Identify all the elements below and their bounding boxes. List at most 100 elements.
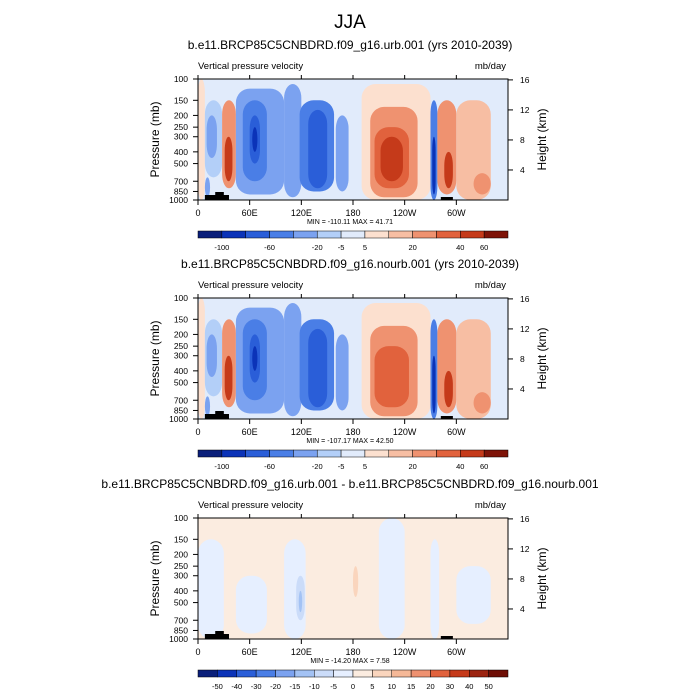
- y-axis-label: Pressure (mb): [148, 320, 162, 396]
- y-tick-label: 850: [174, 625, 188, 635]
- y-right-tick-label: 16: [520, 75, 530, 85]
- colorbar-label: 5: [363, 462, 367, 471]
- y-tick-label: 700: [174, 176, 188, 186]
- y-axis-label: Pressure (mb): [148, 540, 162, 616]
- colorbar-box: [352, 669, 373, 678]
- colorbar-box: [391, 669, 412, 678]
- colorbar-label: 60: [480, 243, 488, 252]
- colorbar-box: [269, 449, 294, 458]
- colorbar-box: [314, 669, 334, 678]
- y-tick-label: 700: [174, 395, 188, 405]
- y-axis-label-right: Height (km): [535, 547, 549, 609]
- colorbar-label: -100: [214, 243, 229, 252]
- colorbar-label: -10: [309, 682, 320, 691]
- field-contour-8: [378, 518, 405, 639]
- terrain-andes: [440, 197, 453, 200]
- y-right-tick-label: 16: [520, 514, 530, 524]
- colorbar-box: [364, 230, 390, 239]
- panel-2: b.e11.BRCP85C5CNBDRD.f09_g16.nourb.001 (…: [148, 257, 549, 471]
- x-tick-label: 180: [345, 208, 360, 218]
- colorbar-label: -5: [330, 682, 337, 691]
- colorbar-label: -15: [289, 682, 300, 691]
- colorbar-box: [430, 669, 451, 678]
- x-tick-label: 60W: [447, 427, 466, 437]
- panel-subtitle-left: Vertical pressure velocity: [198, 61, 303, 72]
- field-contour-22: [444, 370, 453, 408]
- field-layer: [198, 79, 508, 200]
- y-right-tick-label: 4: [520, 604, 525, 614]
- colorbar-box: [412, 449, 437, 458]
- colorbar-label: 10: [388, 682, 396, 691]
- colorbar-box: [460, 449, 485, 458]
- x-tick-label: 0: [195, 427, 200, 437]
- field-contour-11: [284, 303, 302, 417]
- x-tick-label: 60W: [447, 647, 466, 657]
- field-contour-13: [308, 109, 328, 189]
- field-contour-6: [298, 590, 303, 613]
- colorbar-label: -20: [270, 682, 281, 691]
- colorbar-label: 20: [408, 243, 416, 252]
- colorbar-box: [269, 230, 294, 239]
- colorbar-label: -50: [212, 682, 223, 691]
- y-tick-label: 700: [174, 615, 188, 625]
- colorbar-label: 40: [456, 462, 464, 471]
- y-tick-label: 850: [174, 186, 188, 196]
- field-contour-1: [198, 298, 205, 419]
- colorbar-box: [245, 449, 270, 458]
- field-contour-4: [204, 177, 211, 198]
- y-tick-label: 300: [174, 351, 188, 361]
- panel-subtitle-left: Vertical pressure velocity: [198, 500, 303, 511]
- panel-title: b.e11.BRCP85C5CNBDRD.f09_g16.urb.001 - b…: [101, 477, 598, 491]
- colorbar-box: [316, 449, 342, 458]
- colorbar-box: [236, 669, 257, 678]
- field-contour-4: [204, 396, 211, 417]
- y-right-tick-label: 12: [520, 105, 530, 115]
- x-tick-label: 0: [195, 208, 200, 218]
- colorbar-box: [469, 669, 489, 678]
- colorbar-box: [294, 669, 315, 678]
- panel-3: b.e11.BRCP85C5CNBDRD.f09_g16.urb.001 - b…: [101, 477, 598, 691]
- field-contour-23: [444, 151, 453, 189]
- colorbar-box: [197, 449, 223, 458]
- y-tick-label: 500: [174, 378, 188, 388]
- field-contour-20: [432, 355, 436, 414]
- colorbar-label: -30: [251, 682, 262, 691]
- field-contour-25: [473, 173, 491, 195]
- y-right-tick-label: 4: [520, 384, 525, 394]
- field-contour-14: [335, 334, 349, 411]
- x-tick-label: 60E: [242, 208, 258, 218]
- field-contour-10: [456, 566, 491, 624]
- colorbar-label: 5: [370, 682, 374, 691]
- min-max-label: MIN = -110.11 MAX = 41.71: [307, 219, 393, 226]
- colorbar-box: [197, 669, 218, 678]
- field-contour-2: [198, 539, 224, 639]
- colorbar-box: [221, 230, 246, 239]
- colorbar-box: [197, 230, 223, 239]
- field-contour-18: [374, 346, 409, 408]
- y-right-tick-label: 8: [520, 135, 525, 145]
- colorbar-box: [388, 449, 413, 458]
- field-contour-3: [206, 115, 217, 159]
- x-tick-label: 120E: [291, 647, 312, 657]
- colorbar-box: [221, 449, 246, 458]
- y-tick-label: 1000: [169, 414, 188, 424]
- colorbar-box: [245, 230, 270, 239]
- colorbar-label: 30: [446, 682, 454, 691]
- field-contour-19: [380, 136, 403, 182]
- colorbar-label: 20: [426, 682, 434, 691]
- colorbar-box: [460, 230, 485, 239]
- y-axis-label: Pressure (mb): [148, 101, 162, 177]
- y-tick-label: 1000: [169, 634, 188, 644]
- panel-units: mb/day: [475, 280, 506, 291]
- colorbar-label: 60: [480, 462, 488, 471]
- colorbar-label: 15: [407, 682, 415, 691]
- y-tick-label: 300: [174, 132, 188, 142]
- panels: b.e11.BRCP85C5CNBDRD.f09_g16.urb.001 (yr…: [101, 38, 598, 691]
- colorbar-box: [372, 669, 392, 678]
- x-tick-label: 120E: [291, 208, 312, 218]
- field-contour-24: [473, 392, 491, 414]
- field-contour-3: [235, 575, 267, 634]
- colorbar-box: [436, 230, 461, 239]
- colorbar-box: [449, 669, 470, 678]
- terrain-east-africa: [215, 192, 224, 200]
